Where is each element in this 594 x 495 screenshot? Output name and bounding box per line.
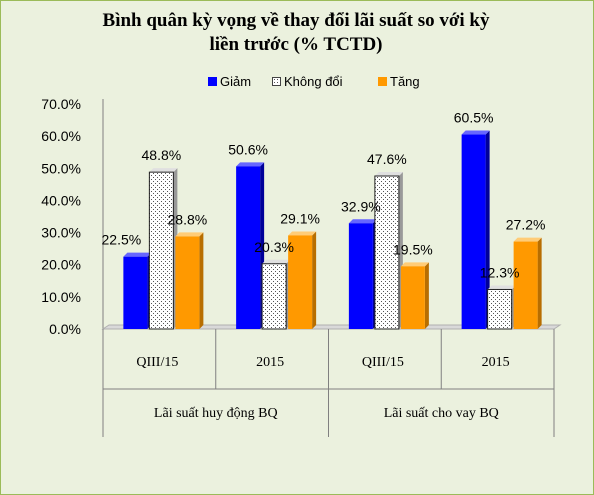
bar-giam xyxy=(123,256,148,329)
bar-top-giam xyxy=(461,130,490,135)
x-group-label: Lãi suất cho vay BQ xyxy=(384,406,499,421)
y-tick-label: 0.0% xyxy=(49,321,81,337)
bar-top-khong-doi xyxy=(262,259,291,264)
bar-khong-doi xyxy=(261,263,287,330)
y-axis: 0.0% 10.0% 20.0% 30.0% 40.0% 50.0% 60.0% 70.0% xyxy=(41,96,562,337)
chart-title-line-2: liền trước (% TCTD) xyxy=(209,34,383,55)
data-label-giam: 32.9% xyxy=(341,198,381,214)
data-label-khong-doi: 47.6% xyxy=(367,151,407,167)
bar-top-tang xyxy=(400,262,429,267)
data-label-tang: 28.8% xyxy=(168,211,208,227)
legend-label-khong-doi: Không đổi xyxy=(284,74,343,89)
data-label-khong-doi: 20.3% xyxy=(254,239,294,255)
legend-label-giam: Giảm xyxy=(220,74,252,89)
bar-top-khong-doi xyxy=(149,168,178,173)
bar-side-giam xyxy=(485,130,490,329)
bar-top-khong-doi xyxy=(487,285,516,290)
bar-giam xyxy=(461,134,486,329)
data-label-tang: 29.1% xyxy=(280,210,320,226)
x-group-label: Lãi suất huy động BQ xyxy=(154,406,278,421)
bar-tang xyxy=(175,236,200,329)
x-category-label: QIII/15 xyxy=(362,355,404,370)
legend-swatch-tang xyxy=(378,77,387,86)
bar-giam xyxy=(236,166,261,329)
y-tick-label: 30.0% xyxy=(41,225,81,241)
bar-side-tang xyxy=(199,232,204,329)
legend-item-khong-doi: Không đổi xyxy=(272,74,343,89)
bar-top-tang xyxy=(513,237,542,242)
y-tick-label: 40.0% xyxy=(41,192,81,208)
bar-side-tang xyxy=(537,237,542,329)
y-tick-label: 20.0% xyxy=(41,257,81,273)
data-label-khong-doi: 12.3% xyxy=(480,264,520,280)
x-category-label: 2015 xyxy=(482,355,510,370)
data-label-giam: 22.5% xyxy=(102,232,142,248)
bar-side-tang xyxy=(424,262,429,329)
legend-item-giam: Giảm xyxy=(208,74,251,89)
x-axis-table: QIII/15 2015 QIII/15 2015 Lãi suất huy động … xyxy=(102,329,555,437)
y-tick-label: 50.0% xyxy=(41,160,81,176)
legend-swatch-giam xyxy=(208,77,217,86)
y-tick-label: 10.0% xyxy=(41,289,81,305)
bar-khong-doi xyxy=(374,175,400,330)
data-label-giam: 50.6% xyxy=(228,141,268,157)
bar-tang xyxy=(513,241,538,329)
data-label-tang: 27.2% xyxy=(506,217,546,233)
bar-top-giam xyxy=(123,252,152,257)
bar-top-tang xyxy=(175,232,204,237)
chart-title-line-1: Bình quân kỳ vọng về thay đổi lãi suất s… xyxy=(102,10,490,31)
bar-khong-doi xyxy=(148,171,174,330)
y-tick-label: 60.0% xyxy=(41,128,81,144)
x-category-label: QIII/15 xyxy=(136,355,178,370)
legend-item-tang: Tăng xyxy=(378,74,420,89)
bar-giam xyxy=(348,223,373,329)
bar-top-tang xyxy=(288,231,317,236)
bar-khong-doi xyxy=(487,288,513,330)
data-labels: 22.5% 48.8% 28.8% 50.6% 20.3% 29.1% 32.9% 47.6%… xyxy=(102,110,546,281)
x-category-label: 2015 xyxy=(256,355,284,370)
data-label-tang: 19.5% xyxy=(393,241,433,257)
data-label-giam: 60.5% xyxy=(454,110,494,126)
legend-swatch-khong-doi xyxy=(272,77,281,86)
bar-top-giam xyxy=(348,219,377,224)
bars xyxy=(123,130,542,330)
bar-top-giam xyxy=(236,162,265,167)
bar-tang xyxy=(400,266,425,329)
y-tick-label: 70.0% xyxy=(41,96,81,112)
bar-tang xyxy=(288,235,313,329)
bar-side-tang xyxy=(312,231,317,329)
data-label-khong-doi: 48.8% xyxy=(142,147,182,163)
legend-label-tang: Tăng xyxy=(390,74,420,89)
chart-title: Bình quân kỳ vọng về thay đổi lãi suất s… xyxy=(61,9,531,57)
bar-top-khong-doi xyxy=(374,172,403,176)
